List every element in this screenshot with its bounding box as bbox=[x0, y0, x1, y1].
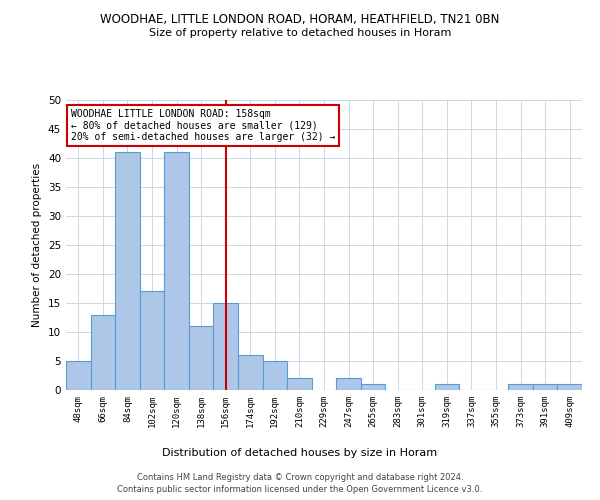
Text: Distribution of detached houses by size in Horam: Distribution of detached houses by size … bbox=[163, 448, 437, 458]
Text: WOODHAE LITTLE LONDON ROAD: 158sqm
← 80% of detached houses are smaller (129)
20: WOODHAE LITTLE LONDON ROAD: 158sqm ← 80%… bbox=[71, 108, 335, 142]
Bar bbox=[140, 292, 164, 390]
Bar bbox=[533, 384, 557, 390]
Bar bbox=[214, 303, 238, 390]
Bar bbox=[508, 384, 533, 390]
Bar bbox=[336, 378, 361, 390]
Bar bbox=[91, 314, 115, 390]
Bar bbox=[557, 384, 582, 390]
Y-axis label: Number of detached properties: Number of detached properties bbox=[32, 163, 43, 327]
Bar bbox=[164, 152, 189, 390]
Bar bbox=[434, 384, 459, 390]
Text: WOODHAE, LITTLE LONDON ROAD, HORAM, HEATHFIELD, TN21 0BN: WOODHAE, LITTLE LONDON ROAD, HORAM, HEAT… bbox=[100, 12, 500, 26]
Bar bbox=[66, 361, 91, 390]
Bar bbox=[115, 152, 140, 390]
Text: Contains public sector information licensed under the Open Government Licence v3: Contains public sector information licen… bbox=[118, 486, 482, 494]
Text: Size of property relative to detached houses in Horam: Size of property relative to detached ho… bbox=[149, 28, 451, 38]
Bar bbox=[189, 326, 214, 390]
Text: Contains HM Land Registry data © Crown copyright and database right 2024.: Contains HM Land Registry data © Crown c… bbox=[137, 473, 463, 482]
Bar bbox=[287, 378, 312, 390]
Bar bbox=[238, 355, 263, 390]
Bar bbox=[361, 384, 385, 390]
Bar bbox=[263, 361, 287, 390]
